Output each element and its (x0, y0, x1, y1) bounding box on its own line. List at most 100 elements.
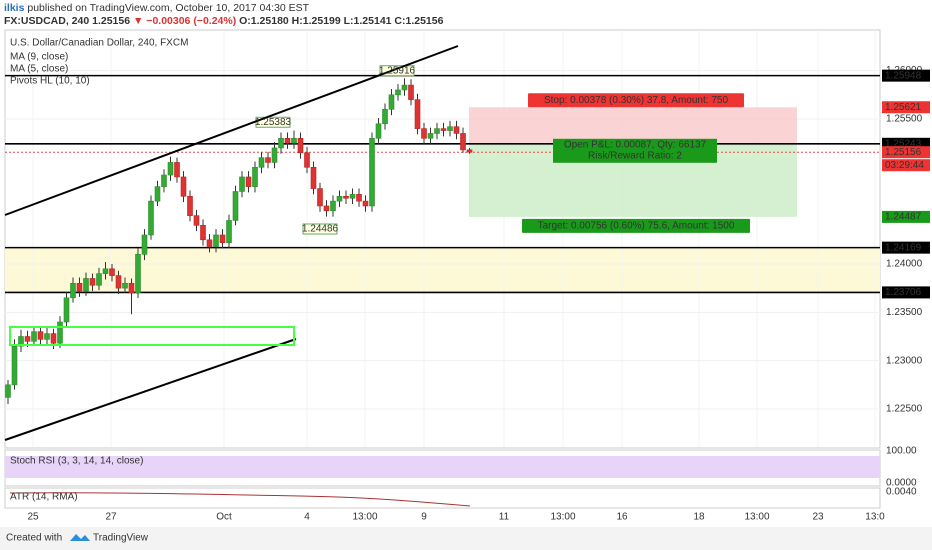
candle-body (226, 220, 232, 244)
x-tick-label: 25 (27, 512, 39, 523)
price-tag-label: 1.24169 (885, 242, 922, 253)
candle-body (206, 239, 213, 247)
pivot-box (302, 223, 338, 235)
x-tick-label: 23 (812, 512, 824, 523)
price-tag (882, 101, 930, 114)
candle-body (421, 128, 427, 139)
demand-box (9, 326, 295, 346)
x-tick-label: 11 (499, 512, 510, 523)
x-tick-label: 13:0 (865, 512, 885, 523)
candle-body (401, 84, 408, 91)
candle-body (44, 333, 50, 340)
candle-body (453, 126, 460, 134)
candle-body (447, 126, 453, 131)
candle-body (193, 215, 200, 226)
stoch-title: Stoch RSI (3, 3, 14, 14, close) (10, 456, 143, 467)
pnl-label: Open P&L: 0.00087, Qty: 66137 (564, 139, 707, 150)
price-tag-label: 1.25621 (885, 102, 922, 113)
candle-body (408, 84, 414, 100)
candle-body (122, 283, 128, 289)
footer-text: Created with (6, 533, 62, 544)
price-tag (882, 69, 930, 82)
price-tag (882, 159, 930, 172)
candle-body (83, 278, 89, 292)
candle-body (466, 149, 473, 153)
candle-body (187, 195, 193, 216)
candle-body (18, 336, 24, 347)
ohlc: O:1.25180 H:1.25199 L:1.25141 C:1.25156 (239, 15, 443, 27)
candle-body (63, 297, 70, 323)
pivot-box (379, 65, 415, 77)
candle-body (109, 268, 115, 276)
candle-body (148, 200, 154, 236)
y-tick-label: 1.22500 (886, 404, 923, 415)
candle-body (76, 283, 83, 292)
price-tag-label: 1.25948 (885, 70, 922, 81)
candle-body (427, 133, 434, 139)
y-tick-label: 1.23500 (886, 307, 923, 318)
target-label: Target: 0.00756 (0.60%) 75.6, Amount: 15… (538, 221, 735, 232)
candle-body (388, 94, 395, 110)
last: 1.25156 (92, 15, 130, 27)
candle-body (180, 176, 187, 197)
x-tick-label: 16 (616, 512, 628, 523)
candle-body (232, 191, 239, 221)
candle-body (219, 234, 226, 244)
candle-body (96, 273, 102, 286)
candle-body (258, 157, 265, 168)
x-tick-label: 13:00 (550, 512, 575, 523)
pivot-label: 1.25383 (255, 117, 292, 128)
author: ilkis (4, 2, 25, 14)
candle-body (37, 331, 44, 340)
candle-body (265, 157, 271, 163)
x-tick-label: 13:00 (744, 512, 769, 523)
y-tick-label: 1.24000 (886, 259, 923, 270)
candle-body (252, 166, 258, 187)
symbol-line: FX:USDCAD, 240 1.25156 ▼ −0.00306 (−0.24… (4, 15, 444, 27)
price-tag (882, 286, 930, 299)
candle-body (369, 137, 375, 207)
candle-body (395, 89, 401, 96)
logo (70, 534, 90, 541)
header-line: ilkis published on TradingView.com, Octo… (4, 2, 310, 14)
candle-body (414, 99, 421, 129)
candle-body (57, 321, 63, 344)
candle-body (375, 123, 382, 139)
stoch-band (5, 456, 880, 478)
atr-title: ATR (14, RMA) (10, 492, 78, 503)
candle-body (31, 331, 37, 342)
candle-body (135, 254, 141, 294)
candle-body (460, 133, 466, 151)
candle-body (317, 188, 323, 207)
x-tick-label: 27 (105, 512, 117, 523)
published: published on TradingView.com, October 10… (27, 2, 309, 14)
atr-tick: 0.0040 (886, 487, 917, 498)
candle-body (336, 195, 343, 202)
x-tick-label: 18 (693, 512, 705, 523)
candle-body (382, 108, 388, 125)
candle-body (245, 176, 252, 187)
trendline (4, 45, 459, 216)
main-pane (4, 29, 881, 449)
candle-body (434, 128, 440, 134)
candle-body (440, 128, 447, 131)
stop-zone (469, 107, 797, 144)
candle-body (102, 268, 109, 274)
y-tick-label: 1.25500 (886, 114, 923, 125)
atr-pane (4, 487, 881, 509)
candle-body (50, 333, 57, 344)
pivot-label: 1.24486 (302, 224, 339, 235)
candle-body (323, 205, 330, 212)
candle-body (310, 166, 317, 189)
legend: U.S. Dollar/Canadian Dollar, 240, FXCM (10, 38, 188, 49)
candle-body (356, 194, 362, 202)
price-tag (882, 146, 930, 159)
candle-body (239, 176, 245, 192)
symbol: FX:USDCAD, 240 (4, 15, 89, 27)
price-tag-label: 03:29:44 (885, 160, 924, 171)
candle-body (128, 283, 135, 294)
zone (5, 247, 880, 293)
legend: Pivots HL (10, 10) (10, 76, 90, 87)
atr-line (9, 492, 471, 507)
candle-body (161, 174, 167, 187)
